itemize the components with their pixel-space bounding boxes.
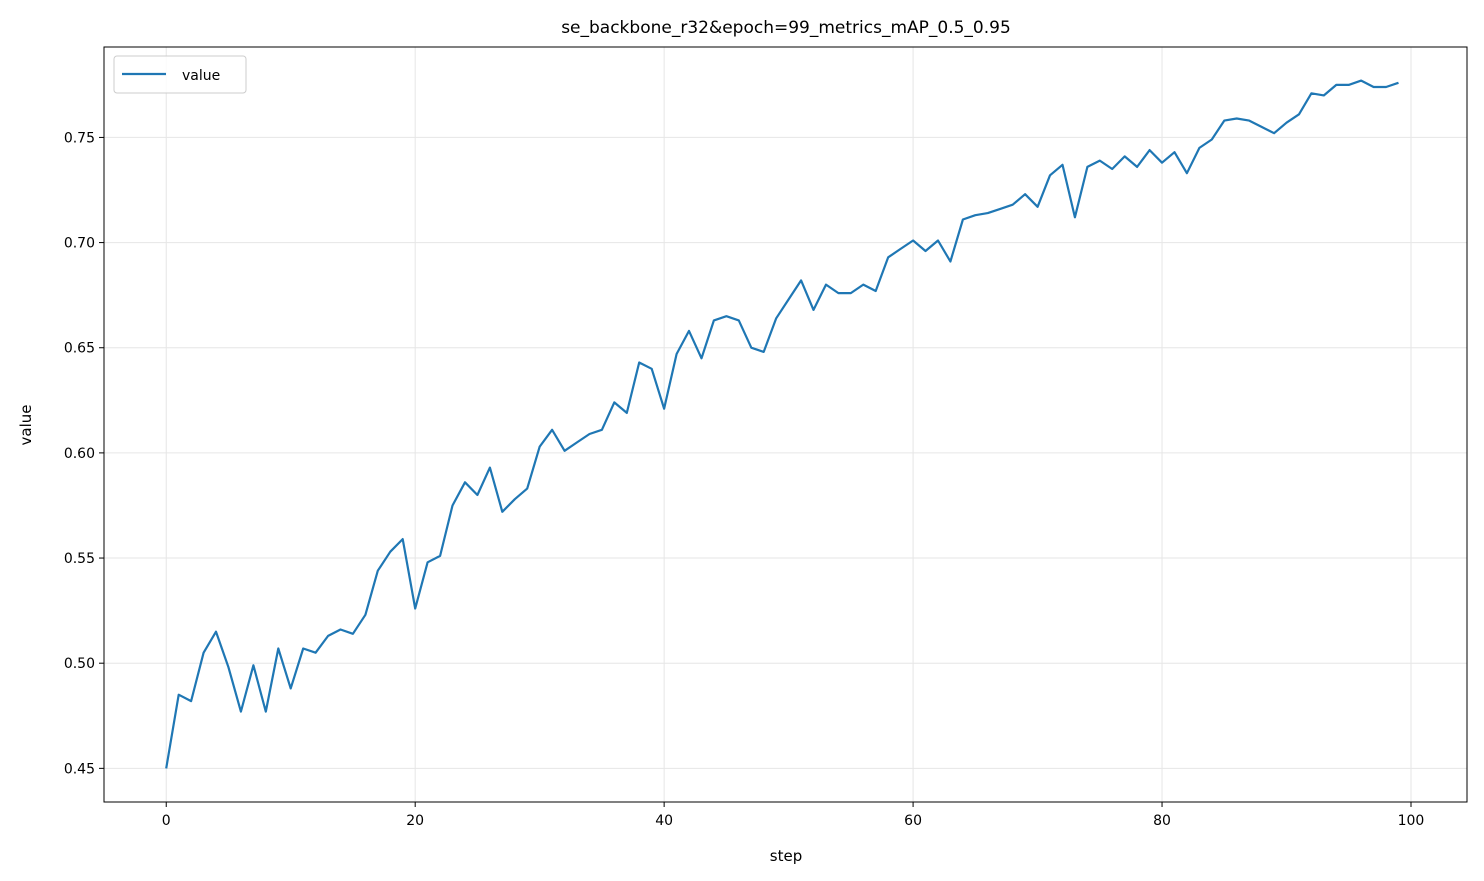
grid xyxy=(104,47,1467,802)
plot-frame xyxy=(103,46,1468,803)
legend: value xyxy=(113,55,247,94)
y-axis: 0.45 0.50 0.55 0.60 0.65 0.70 0.75 xyxy=(64,130,104,777)
x-tick-label: 80 xyxy=(1153,813,1171,829)
y-tick-label: 0.70 xyxy=(64,236,95,252)
y-tick-label: 0.55 xyxy=(64,551,95,567)
chart-title: se_backbone_r32&epoch=99_metrics_mAP_0.5… xyxy=(561,18,1011,38)
y-tick-label: 0.60 xyxy=(64,446,95,462)
y-tick-label: 0.75 xyxy=(64,130,95,146)
x-axis: 0 20 40 60 80 100 xyxy=(162,802,1425,829)
x-axis-label: step xyxy=(770,847,802,865)
plot-area xyxy=(165,79,1399,769)
series-line-value xyxy=(165,79,1399,769)
y-tick-label: 0.65 xyxy=(64,341,95,357)
y-tick-label: 0.50 xyxy=(64,656,95,672)
legend-box xyxy=(113,55,247,94)
x-tick-label: 60 xyxy=(904,813,922,829)
y-axis-label: value xyxy=(17,405,35,446)
x-tick-label: 100 xyxy=(1398,813,1425,829)
x-tick-label: 20 xyxy=(406,813,424,829)
legend-label: value xyxy=(182,68,220,84)
x-tick-label: 0 xyxy=(162,813,171,829)
x-tick-label: 40 xyxy=(655,813,673,829)
y-tick-label: 0.45 xyxy=(64,761,95,777)
